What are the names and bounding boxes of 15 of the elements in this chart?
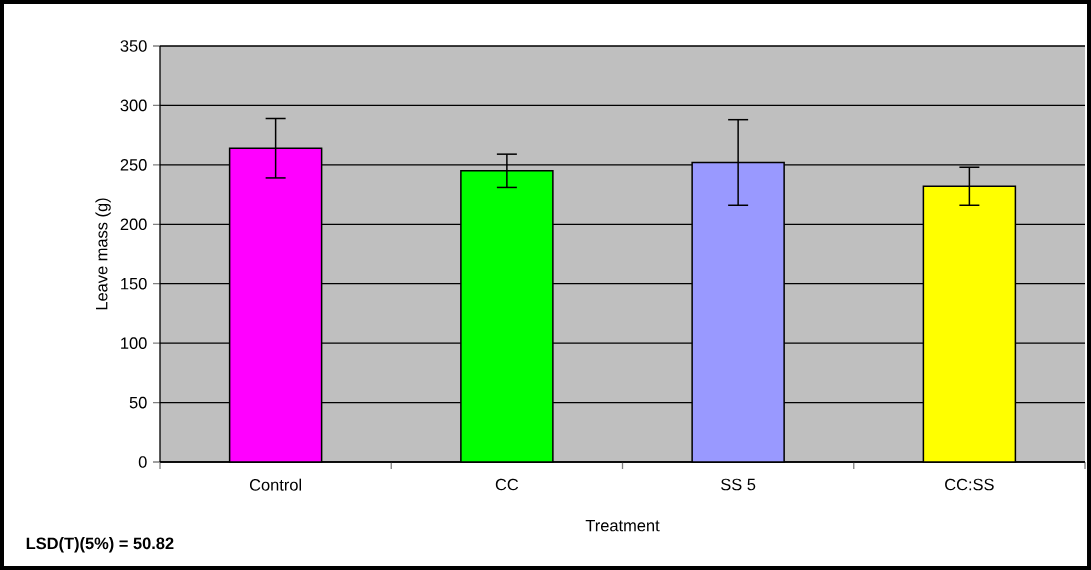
x-tick-label: CC: [495, 478, 519, 491]
x-tick-label: Control: [249, 478, 302, 491]
y-tick-label: 350: [120, 40, 147, 52]
y-tick-label: 200: [120, 218, 147, 231]
y-tick-label: 50: [129, 396, 147, 409]
x-tick-label: CC:SS: [945, 478, 994, 491]
text: LSD(T)(5%) = 50.82: [26, 537, 174, 553]
y-tick-label: 0: [138, 456, 147, 468]
y-tick-label: 250: [120, 159, 147, 171]
x-axis-title: Treatment: [585, 519, 660, 532]
y-tick-label: 150: [121, 277, 147, 290]
x-tick-label: SS 5: [721, 478, 756, 491]
y-tick-label: 100: [121, 337, 147, 349]
y-tick-label: 300: [120, 99, 147, 112]
y-axis-title: Leave mass (g): [95, 198, 111, 310]
